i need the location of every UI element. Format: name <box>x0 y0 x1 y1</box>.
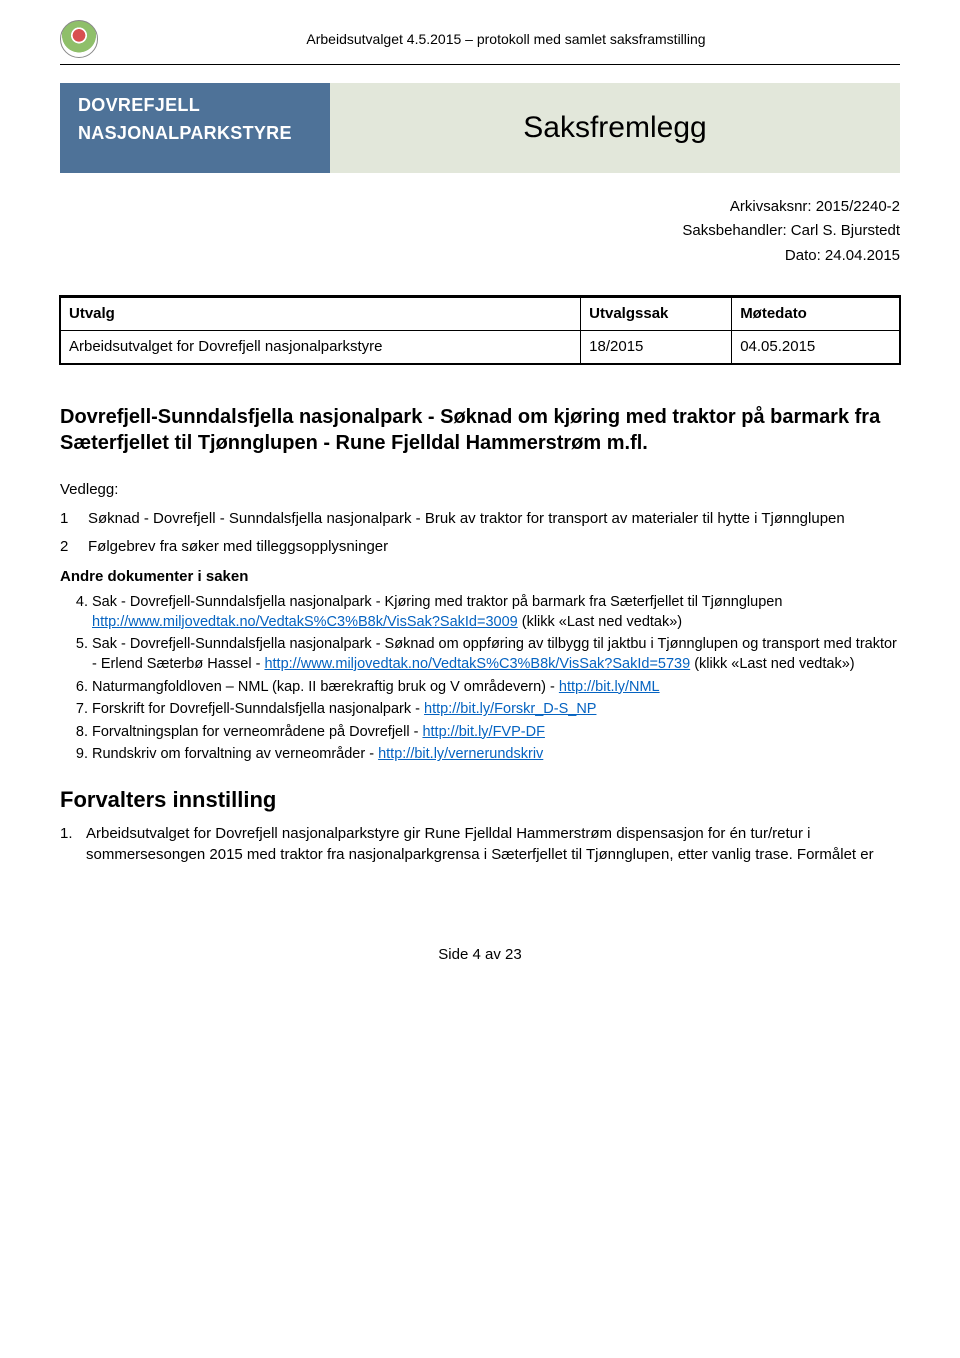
page-footer: Side 4 av 23 <box>60 945 900 965</box>
innstilling-item: 1. Arbeidsutvalget for Dovrefjell nasjon… <box>60 824 900 865</box>
ref-item: Naturmangfoldloven – NML (kap. II bærekr… <box>92 678 900 698</box>
vedlegg-text: Følgebrev fra søker med tilleggsopplysni… <box>88 537 900 557</box>
ref-link[interactable]: http://www.miljovedtak.no/VedtakS%C3%B8k… <box>264 656 690 672</box>
vedlegg-text: Søknad - Dovrefjell - Sunndalsfjella nas… <box>88 509 900 529</box>
ref-link[interactable]: http://bit.ly/FVP-DF <box>422 724 544 740</box>
table-header-row: Utvalg Utvalgssak Møtedato <box>61 297 900 331</box>
ref-item: Sak - Dovrefjell-Sunndalsfjella nasjonal… <box>92 593 900 632</box>
cell-utvalg: Arbeidsutvalget for Dovrefjell nasjonalp… <box>61 331 581 364</box>
table-row: Arbeidsutvalget for Dovrefjell nasjonalp… <box>61 331 900 364</box>
ref-link[interactable]: http://bit.ly/vernerundskriv <box>378 746 543 762</box>
meta-block: Arkivsaksnr: 2015/2240-2 Saksbehandler: … <box>60 197 900 266</box>
header-rule <box>60 64 900 65</box>
org-line2: NASJONALPARKSTYRE <box>78 121 312 145</box>
ref-link[interactable]: http://www.miljovedtak.no/VedtakS%C3%B8k… <box>92 614 518 630</box>
meta-dato: Dato: 24.04.2015 <box>60 246 900 266</box>
vedlegg-label: Vedlegg: <box>60 480 900 500</box>
ref-item: Forskrift for Dovrefjell-Sunndalsfjella … <box>92 700 900 720</box>
ref-pre: Naturmangfoldloven – NML (kap. II bærekr… <box>92 679 559 695</box>
ref-pre: Forskrift for Dovrefjell-Sunndalsfjella … <box>92 701 424 717</box>
utvalg-table: Utvalg Utvalgssak Møtedato Arbeidsutvalg… <box>60 296 900 365</box>
ref-link[interactable]: http://bit.ly/NML <box>559 679 660 695</box>
innstilling-heading: Forvalters innstilling <box>60 785 900 815</box>
doc-type: Saksfremlegg <box>330 83 900 173</box>
case-title: Dovrefjell-Sunndalsfjella nasjonalpark -… <box>60 404 900 456</box>
org-line1: DOVREFJELL <box>78 93 312 117</box>
ref-pre: Rundskriv om forvaltning av verneområder… <box>92 746 378 762</box>
meta-saksbehandler: Saksbehandler: Carl S. Bjurstedt <box>60 221 900 241</box>
org-logo <box>60 20 98 58</box>
andre-dok-heading: Andre dokumenter i saken <box>60 567 900 587</box>
vedlegg-item: 2 Følgebrev fra søker med tilleggsopplys… <box>60 537 900 557</box>
ref-pre: Sak - Dovrefjell-Sunndalsfjella nasjonal… <box>92 594 782 610</box>
col-utvalg: Utvalg <box>61 297 581 331</box>
ref-link[interactable]: http://bit.ly/Forskr_D-S_NP <box>424 701 596 717</box>
innstilling-text: Arbeidsutvalget for Dovrefjell nasjonalp… <box>86 824 900 865</box>
title-banner: DOVREFJELL NASJONALPARKSTYRE Saksfremleg… <box>60 83 900 173</box>
running-header: Arbeidsutvalget 4.5.2015 – protokoll med… <box>112 30 900 49</box>
col-motedato: Møtedato <box>732 297 900 331</box>
ref-item: Rundskriv om forvaltning av verneområder… <box>92 745 900 765</box>
ref-item: Forvaltningsplan for verneområdene på Do… <box>92 723 900 743</box>
innstilling-num: 1. <box>60 824 86 865</box>
vedlegg-num: 1 <box>60 509 88 529</box>
col-utvalgssak: Utvalgssak <box>581 297 732 331</box>
cell-utvalgssak: 18/2015 <box>581 331 732 364</box>
ref-pre: Forvaltningsplan for verneområdene på Do… <box>92 724 422 740</box>
vedlegg-item: 1 Søknad - Dovrefjell - Sunndalsfjella n… <box>60 509 900 529</box>
reference-list: Sak - Dovrefjell-Sunndalsfjella nasjonal… <box>60 593 900 765</box>
ref-post: (klikk «Last ned vedtak») <box>690 656 854 672</box>
cell-motedato: 04.05.2015 <box>732 331 900 364</box>
vedlegg-num: 2 <box>60 537 88 557</box>
ref-post: (klikk «Last ned vedtak») <box>518 614 682 630</box>
org-name-block: DOVREFJELL NASJONALPARKSTYRE <box>60 83 330 173</box>
meta-arkiv: Arkivsaksnr: 2015/2240-2 <box>60 197 900 217</box>
ref-item: Sak - Dovrefjell-Sunndalsfjella nasjonal… <box>92 635 900 674</box>
